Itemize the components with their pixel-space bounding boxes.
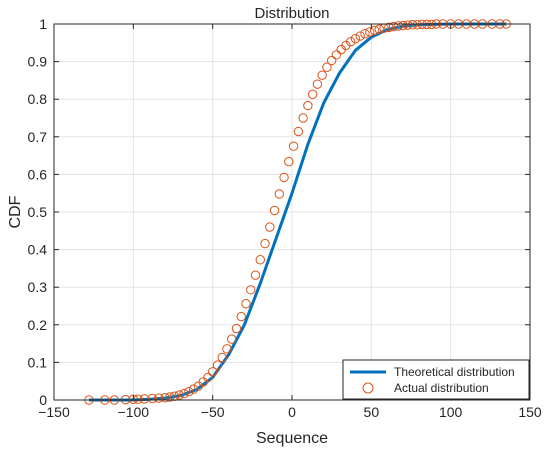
data-point-actual	[179, 388, 189, 399]
data-point-actual	[326, 55, 337, 66]
y-tick-label: 0.6	[28, 166, 48, 182]
data-point-actual	[160, 393, 170, 403]
y-tick-label: 0	[39, 392, 47, 408]
data-point-actual	[255, 255, 265, 265]
data-point-actual	[350, 33, 361, 44]
data-point-actual	[246, 285, 256, 295]
data-point-actual	[188, 384, 199, 394]
x-tick-label: −150	[38, 404, 70, 420]
data-point-actual	[265, 222, 275, 232]
y-tick-label: 0.4	[28, 242, 48, 258]
data-point-actual	[369, 25, 380, 36]
x-axis-label: Sequence	[256, 430, 328, 447]
data-point-actual	[212, 360, 223, 370]
legend-label-theoretical: Theoretical distribution	[394, 365, 515, 379]
data-point-actual	[388, 21, 399, 32]
y-tick-label: 0.8	[28, 91, 48, 107]
y-axis-label: CDF	[7, 195, 24, 228]
legend-marker-swatch	[362, 382, 374, 394]
x-tick-label: 150	[518, 404, 542, 420]
data-point-actual	[274, 189, 285, 199]
x-tick-label: 50	[364, 404, 380, 420]
y-tick-label: 0.7	[28, 129, 48, 145]
x-tick-label: 0	[288, 404, 296, 420]
data-point-actual	[133, 394, 143, 404]
x-tick-label: −50	[201, 404, 225, 420]
y-tick-label: 0.1	[28, 354, 48, 370]
x-tick-label: 100	[439, 404, 463, 420]
data-point-actual	[331, 50, 342, 60]
data-point-actual	[346, 36, 356, 47]
axis-ticks: −150 −100 −50 0 50 100 150 0 0.1 0.2 0.3 0.4 0.5 0.6 0…	[28, 16, 542, 420]
data-point-actual	[293, 126, 304, 137]
data-point-actual	[207, 367, 218, 377]
data-point-actual	[374, 24, 384, 34]
data-point-actual	[298, 113, 308, 123]
data-point-actual	[231, 323, 242, 334]
data-point-actual	[307, 89, 318, 100]
data-point-actual	[279, 172, 289, 183]
data-point-actual	[154, 393, 164, 403]
data-point-actual	[284, 156, 294, 167]
data-point-actual	[184, 387, 194, 397]
data-point-actual	[412, 20, 423, 30]
data-point-actual	[355, 31, 365, 41]
y-tick-label: 1	[39, 16, 47, 32]
data-point-actual	[288, 141, 299, 151]
data-point-actual	[227, 334, 237, 344]
data-point-actual	[217, 352, 227, 363]
data-point-actual	[241, 299, 251, 309]
data-point-actual	[407, 20, 418, 30]
data-point-actual	[317, 70, 327, 80]
y-tick-label: 0.3	[28, 279, 48, 295]
y-tick-label: 0.2	[28, 317, 48, 333]
data-point-actual	[384, 22, 394, 33]
chart-title: Distribution	[254, 5, 329, 22]
data-point-actual	[236, 311, 246, 322]
data-point-actual	[203, 372, 213, 383]
data-point-actual	[403, 20, 413, 30]
data-point-actual	[174, 390, 185, 400]
data-point-actual	[393, 21, 404, 31]
legend: Theoretical distribution Actual distribu…	[342, 359, 530, 400]
data-point-actual	[260, 238, 270, 249]
legend-label-actual: Actual distribution	[394, 381, 489, 395]
data-point-actual	[303, 100, 313, 111]
data-point-actual	[250, 270, 261, 280]
data-point-actual	[365, 27, 375, 37]
y-tick-label: 0.9	[28, 54, 48, 70]
legend-box	[342, 359, 530, 400]
data-point-actual	[398, 20, 408, 31]
data-point-actual	[312, 79, 323, 89]
data-point-actual	[165, 392, 175, 402]
x-tick-label: −100	[118, 404, 150, 420]
data-point-actual	[147, 393, 158, 404]
data-point-actual	[360, 29, 370, 39]
data-point-actual	[269, 205, 280, 216]
data-point-actual	[222, 344, 232, 354]
y-tick-label: 0.5	[28, 204, 48, 220]
data-point-actual	[322, 62, 332, 72]
